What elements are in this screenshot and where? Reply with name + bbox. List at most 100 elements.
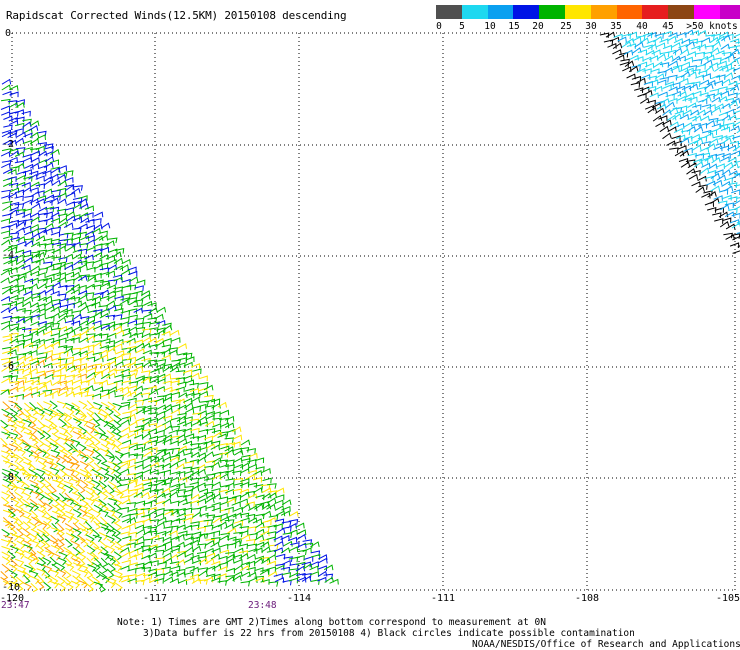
wind-barb: [9, 323, 20, 329]
wind-barb: [7, 349, 17, 355]
wind-barb: [63, 347, 74, 354]
wind-barb: [121, 374, 131, 381]
wind-barb: [225, 441, 236, 448]
wind-barb: [92, 332, 102, 339]
wind-barb: [121, 542, 132, 548]
wind-barb: [219, 422, 230, 429]
wind-barb: [162, 392, 172, 399]
wind-barb: [219, 535, 229, 541]
wind-barb: [266, 566, 277, 573]
wind-barb: [121, 284, 132, 291]
wind-barb: [721, 181, 731, 187]
wind-barb: [31, 338, 41, 345]
wind-barb: [105, 314, 116, 321]
wind-barb: [224, 437, 235, 443]
wind-barb: [50, 332, 60, 339]
wind-barb: [100, 295, 110, 302]
wind-barb: [57, 192, 67, 199]
wind-barb: [44, 217, 54, 223]
wind-barb: [182, 440, 193, 447]
wind-barb: [107, 367, 118, 374]
wind-barb: [113, 534, 122, 544]
wind-barb: [37, 419, 46, 430]
wind-barb: [113, 276, 123, 283]
wind-barb: [247, 459, 257, 465]
wind-barb: [37, 503, 47, 512]
wind-barb: [23, 574, 31, 584]
wind-barb: [133, 365, 144, 372]
wind-barb: [30, 528, 40, 538]
wind-barb: [697, 175, 707, 182]
wind-barb: [120, 445, 131, 452]
wind-barb: [38, 206, 48, 213]
wind-barb: [64, 361, 74, 368]
wind-barb: [169, 440, 179, 447]
wind-barb: [72, 426, 83, 435]
wind-barb: [2, 520, 13, 529]
wind-barb: [154, 512, 165, 519]
wind-barb: [80, 472, 89, 482]
wind-barb: [77, 256, 88, 262]
wind-barb: [85, 568, 94, 579]
wind-barb: [70, 443, 78, 453]
wind-barb: [693, 40, 703, 46]
wind-barb: [674, 150, 685, 157]
wind-barb: [14, 504, 24, 513]
wind-barb: [141, 321, 152, 328]
wind-barb: [632, 47, 642, 54]
wind-barb: [706, 180, 716, 187]
wind-barb: [8, 563, 18, 573]
wind-barb: [176, 512, 186, 519]
wind-barb: [669, 147, 679, 153]
wind-barb: [64, 176, 74, 183]
wind-barb: [679, 48, 690, 56]
wind-barb: [691, 122, 701, 129]
wind-barb: [296, 529, 307, 536]
wind-barb: [85, 356, 96, 363]
wind-barb: [23, 570, 32, 580]
wind-barb: [49, 569, 60, 578]
wind-barb: [688, 96, 698, 103]
wind-barb: [58, 391, 68, 397]
wind-barb: [701, 103, 712, 110]
wind-barb: [2, 267, 13, 274]
wind-barb: [16, 420, 26, 428]
wind-barb: [120, 451, 130, 458]
wind-barb: [35, 183, 46, 189]
wind-barb: [702, 109, 713, 116]
wind-barb: [99, 333, 109, 340]
wind-barb: [113, 289, 123, 296]
wind-barb: [14, 128, 24, 134]
wind-barb: [205, 398, 216, 405]
wind-barb: [736, 197, 740, 199]
wind-barb: [302, 547, 312, 554]
wind-barb: [175, 386, 185, 393]
wind-barb: [301, 575, 312, 582]
wind-barb: [626, 43, 637, 50]
wind-barb: [136, 406, 146, 412]
wind-barb: [677, 91, 687, 97]
wind-barb: [120, 488, 130, 494]
wind-barb: [189, 539, 200, 546]
wind-barb: [156, 449, 166, 456]
wind-barb: [711, 33, 721, 40]
wind-barb: [44, 574, 53, 584]
wind-barb: [58, 412, 69, 421]
wind-barb: [708, 163, 718, 170]
wind-barb: [261, 503, 272, 510]
wind-barb: [679, 77, 689, 84]
wind-barb: [704, 175, 714, 182]
wind-barb: [3, 124, 13, 131]
wind-barb: [170, 408, 181, 415]
wind-barb: [36, 574, 45, 584]
wind-barb: [126, 337, 136, 344]
wind-barb: [30, 212, 40, 218]
wind-barb: [58, 492, 67, 503]
wind-barb: [114, 394, 124, 401]
wind-barb: [642, 68, 652, 74]
wind-barb: [77, 198, 88, 205]
wind-barb: [63, 238, 74, 244]
wind-barb: [23, 333, 33, 340]
wind-barb: [58, 551, 68, 560]
wind-barb: [687, 162, 698, 169]
